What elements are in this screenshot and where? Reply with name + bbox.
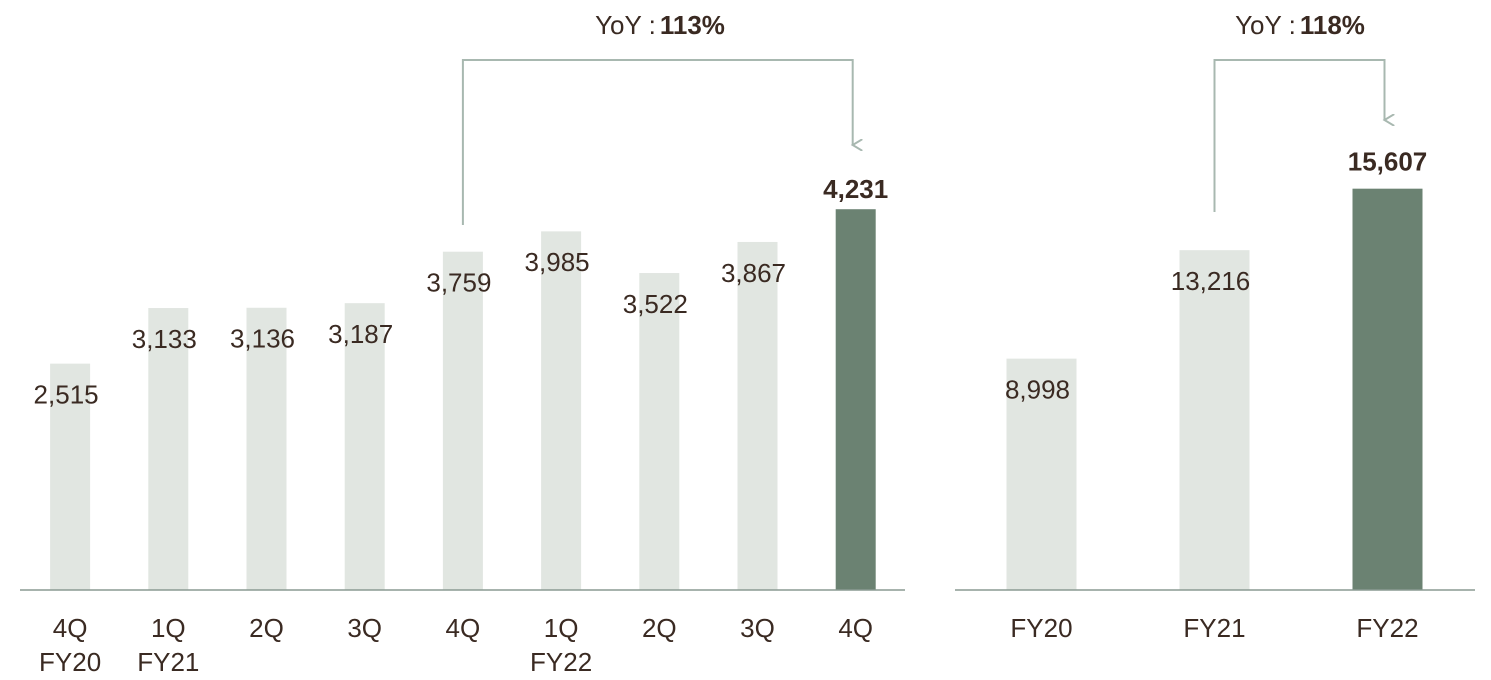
x-tick-label: FY22 <box>1356 613 1418 643</box>
bar <box>148 308 189 590</box>
bar <box>1352 188 1423 591</box>
bar <box>442 251 483 590</box>
yoy-label: YoY : <box>595 10 656 40</box>
x-tick-label: 1Q <box>544 613 579 643</box>
value-label: 3,867 <box>721 258 786 288</box>
value-label: 3,522 <box>623 289 688 319</box>
yoy-value: 113% <box>660 10 725 40</box>
bar <box>50 363 91 590</box>
x-tick-label: 4Q <box>446 613 481 643</box>
value-label: 13,216 <box>1171 266 1251 296</box>
value-label: 3,187 <box>328 319 393 349</box>
bar <box>344 303 385 590</box>
x-tick-label: 2Q <box>249 613 284 643</box>
bar <box>835 209 876 590</box>
x-tick-label: FY21 <box>1183 613 1245 643</box>
x-tick-label: 4Q <box>53 613 88 643</box>
value-label: 3,759 <box>426 268 491 298</box>
value-label: 8,998 <box>1005 374 1070 404</box>
bar <box>737 241 778 590</box>
yoy-arrow <box>461 59 853 225</box>
value-label: 4,231 <box>823 174 888 204</box>
yoy-arrow <box>1213 59 1385 212</box>
value-label: 3,133 <box>132 324 197 354</box>
bar <box>541 231 582 590</box>
x-tick-label: 4Q <box>838 613 873 643</box>
yoy-value: 118% <box>1300 10 1365 40</box>
x-tick-label: 3Q <box>740 613 775 643</box>
yoy-label: YoY : <box>1235 10 1296 40</box>
x-tick-label: 3Q <box>347 613 382 643</box>
x-group-label: FY22 <box>530 647 592 677</box>
bar <box>639 273 680 590</box>
x-tick-label: FY20 <box>1010 613 1072 643</box>
bar <box>246 307 287 590</box>
x-tick-label: 1Q <box>151 613 186 643</box>
x-tick-label: 2Q <box>642 613 677 643</box>
value-label: 15,607 <box>1348 147 1428 177</box>
bar <box>1006 358 1077 590</box>
x-group-label: FY21 <box>137 647 199 677</box>
yoy-annotation: YoY :118% <box>1235 10 1365 40</box>
value-label: 3,985 <box>525 247 590 277</box>
x-group-label: FY20 <box>39 647 101 677</box>
value-label: 3,136 <box>230 324 295 354</box>
yoy-annotation: YoY :113% <box>595 10 725 40</box>
value-label: 2,515 <box>34 380 99 410</box>
bar <box>1179 250 1250 590</box>
